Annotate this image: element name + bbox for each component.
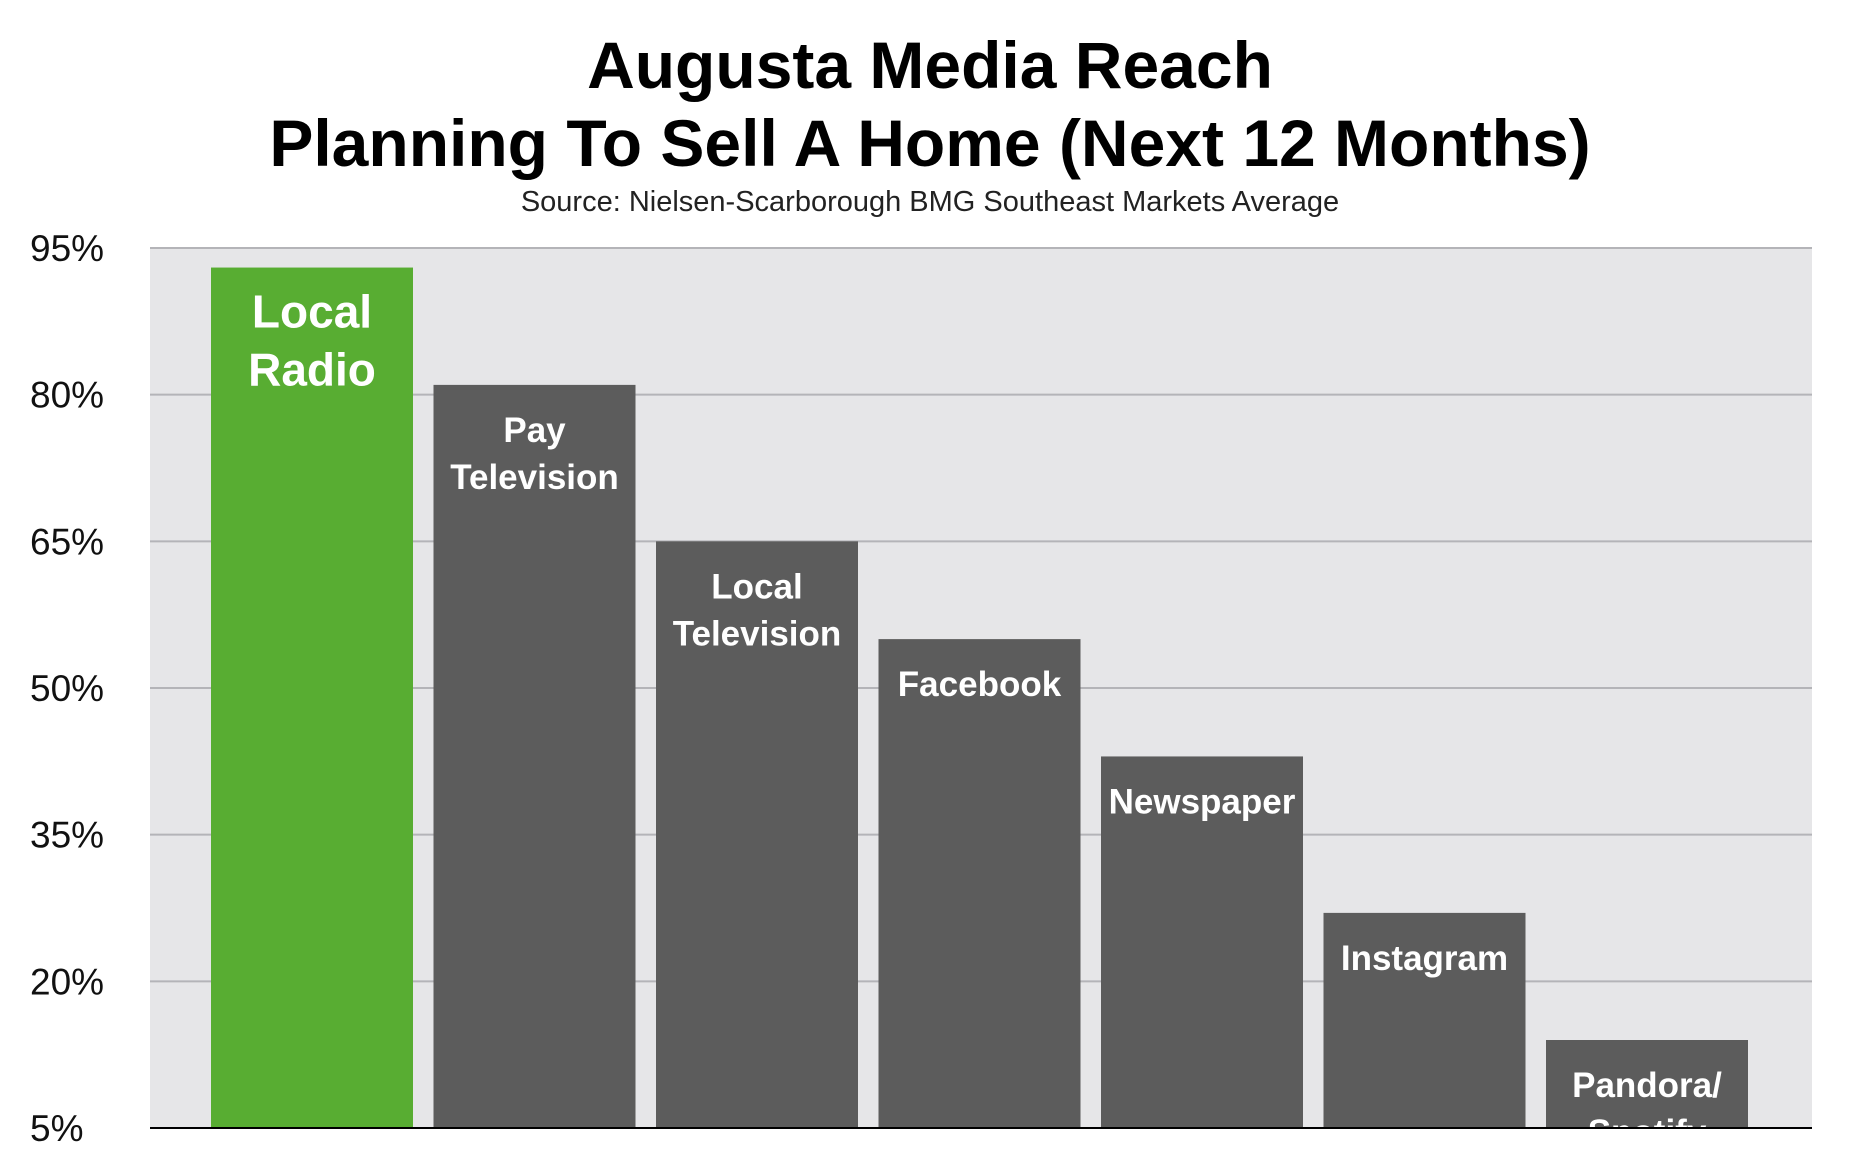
bar-label-line: Instagram <box>1341 939 1508 978</box>
bar-label-line: Newspaper <box>1109 782 1296 821</box>
bar-label: Pandora/Spotify <box>1572 1066 1722 1152</box>
bar-label: Pay Television <box>450 411 619 497</box>
bar <box>878 639 1081 1128</box>
bar-label: Local Television <box>673 567 842 653</box>
chart-header: Augusta Media Reach Planning To Sell A H… <box>0 26 1860 220</box>
bar-label: Instagram <box>1341 939 1508 978</box>
y-tick-label: 50% <box>30 668 104 709</box>
chart-title-line-2: Planning To Sell A Home (Next 12 Months) <box>269 106 1591 180</box>
bar-label-line: Radio <box>248 344 376 396</box>
y-tick-label: 65% <box>30 521 104 562</box>
bar <box>1323 912 1526 1128</box>
bar-label: Local Radio <box>248 286 376 396</box>
y-axis: 5% 20% 35% 50% 65% 80% 95% <box>30 228 104 1149</box>
bar-label-line: Television <box>450 458 619 497</box>
bars: Local Radio Pay Television Local Television Fa… <box>211 267 1748 1152</box>
bar-label-line: Pandora/ <box>1572 1066 1722 1105</box>
bar <box>1546 1040 1748 1128</box>
bar <box>656 541 858 1128</box>
bar <box>211 267 413 1128</box>
bar <box>433 384 636 1128</box>
bar-label-line: Spotify <box>1588 1113 1707 1152</box>
bar-label-line: Facebook <box>898 665 1062 704</box>
y-tick-label: 95% <box>30 228 104 269</box>
y-tick-label: 5% <box>30 1108 83 1149</box>
chart-subtitle: Source: Nielsen-Scarborough BMG Southeas… <box>520 186 1340 218</box>
y-tick-label: 80% <box>30 375 104 416</box>
bar <box>1101 756 1303 1128</box>
bar-label: Facebook <box>898 665 1062 704</box>
y-tick-label: 35% <box>30 815 104 856</box>
bar-label-line: Local <box>252 286 372 338</box>
bar-label-line: Local <box>711 567 802 606</box>
bar-label-line: Television <box>673 614 842 653</box>
bar-label: Newspaper <box>1109 782 1296 821</box>
y-tick-label: 20% <box>30 961 104 1002</box>
chart-title-line-1: Augusta Media Reach <box>587 28 1273 102</box>
bar-label-line: Pay <box>503 411 566 450</box>
